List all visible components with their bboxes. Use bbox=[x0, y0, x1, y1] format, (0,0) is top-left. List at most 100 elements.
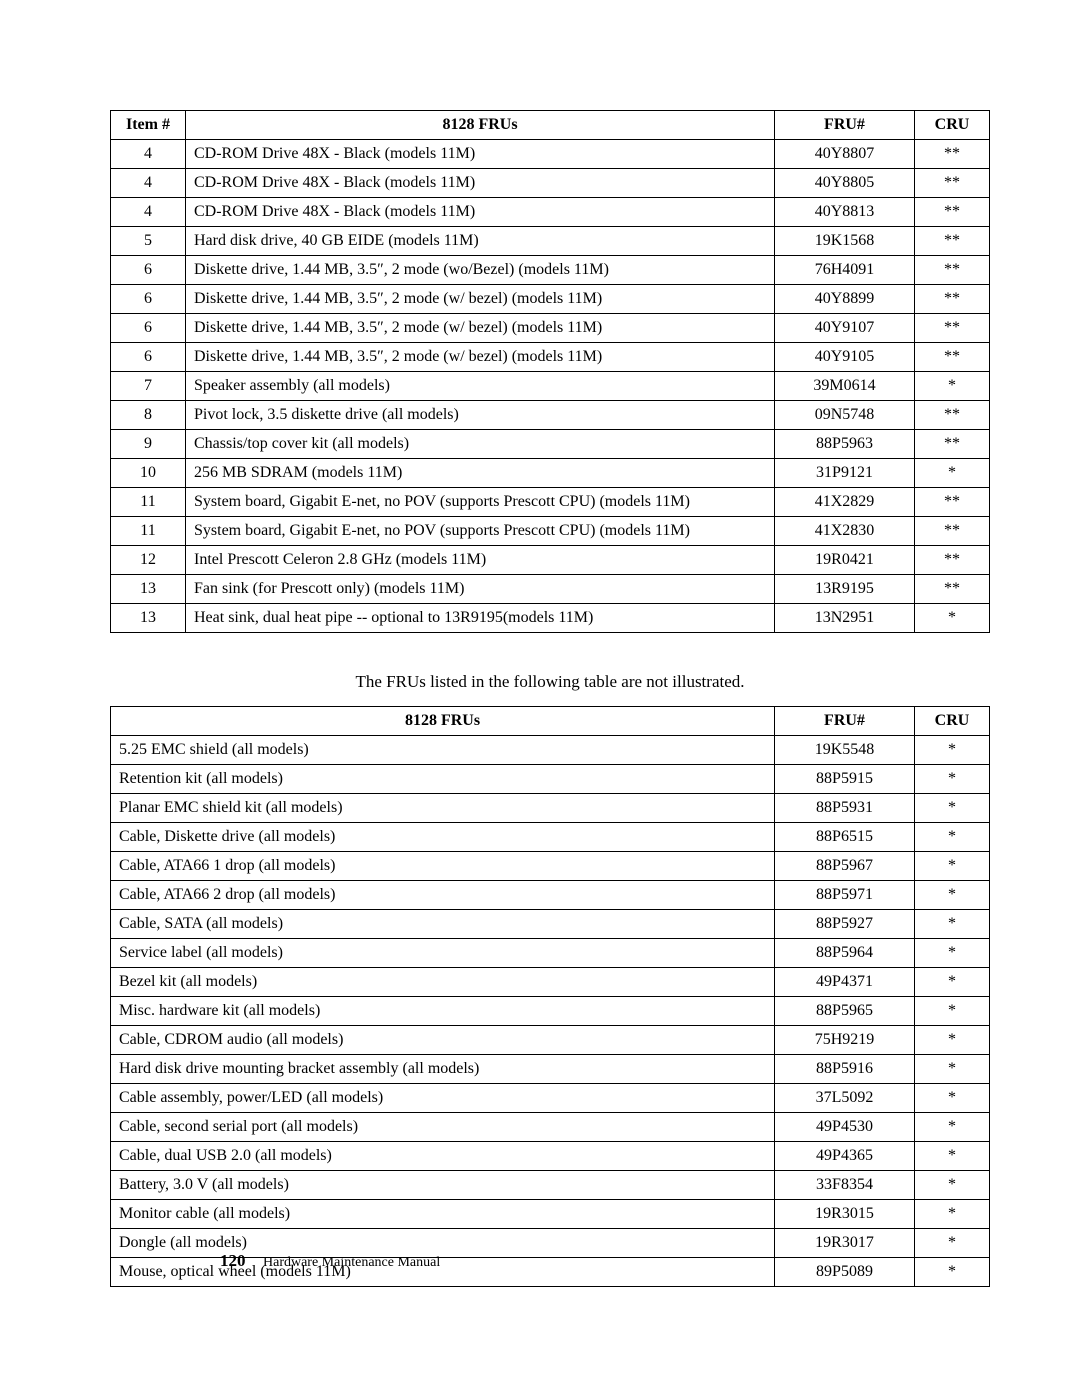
table-cell: Heat sink, dual heat pipe -- optional to… bbox=[186, 604, 775, 633]
table-row: 10256 MB SDRAM (models 11M)31P9121* bbox=[111, 459, 990, 488]
table-cell: 88P5971 bbox=[775, 881, 915, 910]
table-row: 4CD-ROM Drive 48X - Black (models 11M)40… bbox=[111, 140, 990, 169]
table1-col-fru: FRU# bbox=[775, 111, 915, 140]
table-cell: * bbox=[915, 1171, 990, 1200]
table-cell: ** bbox=[915, 314, 990, 343]
fru-table-1: Item # 8128 FRUs FRU# CRU 4CD-ROM Drive … bbox=[110, 110, 990, 633]
table-cell: 88P5931 bbox=[775, 794, 915, 823]
table-row: 6Diskette drive, 1.44 MB, 3.5″, 2 mode (… bbox=[111, 256, 990, 285]
table1-col-desc: 8128 FRUs bbox=[186, 111, 775, 140]
table1-body: 4CD-ROM Drive 48X - Black (models 11M)40… bbox=[111, 140, 990, 633]
table-row: Cable, CDROM audio (all models)75H9219* bbox=[111, 1026, 990, 1055]
table-cell: Mouse, optical wheel (models 11M) bbox=[111, 1258, 775, 1287]
page-body: { "table1": { "columns": ["Item #", "812… bbox=[110, 110, 990, 1337]
table-cell: Misc. hardware kit (all models) bbox=[111, 997, 775, 1026]
table-row: 8Pivot lock, 3.5 diskette drive (all mod… bbox=[111, 401, 990, 430]
table-cell: 4 bbox=[111, 169, 186, 198]
table-cell: 88P5916 bbox=[775, 1055, 915, 1084]
table-cell: 4 bbox=[111, 198, 186, 227]
table-cell: 13 bbox=[111, 575, 186, 604]
table-row: Hard disk drive mounting bracket assembl… bbox=[111, 1055, 990, 1084]
table-cell: Diskette drive, 1.44 MB, 3.5″, 2 mode (w… bbox=[186, 343, 775, 372]
table-cell: 88P5967 bbox=[775, 852, 915, 881]
table-cell: 13N2951 bbox=[775, 604, 915, 633]
table-cell: 88P5964 bbox=[775, 939, 915, 968]
table-row: Cable, ATA66 1 drop (all models)88P5967* bbox=[111, 852, 990, 881]
table-cell: ** bbox=[915, 343, 990, 372]
table-cell: 41X2829 bbox=[775, 488, 915, 517]
table-cell: Hard disk drive, 40 GB EIDE (models 11M) bbox=[186, 227, 775, 256]
table-cell: 6 bbox=[111, 314, 186, 343]
table-cell: Diskette drive, 1.44 MB, 3.5″, 2 mode (w… bbox=[186, 256, 775, 285]
table-row: 11System board, Gigabit E-net, no POV (s… bbox=[111, 488, 990, 517]
table-cell: ** bbox=[915, 256, 990, 285]
table-row: 12Intel Prescott Celeron 2.8 GHz (models… bbox=[111, 546, 990, 575]
table-cell: Monitor cable (all models) bbox=[111, 1200, 775, 1229]
table-cell: ** bbox=[915, 401, 990, 430]
table2-col-fru: FRU# bbox=[775, 707, 915, 736]
table-cell: * bbox=[915, 1113, 990, 1142]
table1-col-item: Item # bbox=[111, 111, 186, 140]
table1-head: Item # 8128 FRUs FRU# CRU bbox=[111, 111, 990, 140]
table-cell: 40Y9107 bbox=[775, 314, 915, 343]
table-cell: Diskette drive, 1.44 MB, 3.5″, 2 mode (w… bbox=[186, 285, 775, 314]
table-row: Cable, ATA66 2 drop (all models)88P5971* bbox=[111, 881, 990, 910]
table-cell: * bbox=[915, 765, 990, 794]
table-cell: Hard disk drive mounting bracket assembl… bbox=[111, 1055, 775, 1084]
table-cell: Bezel kit (all models) bbox=[111, 968, 775, 997]
manual-title: Hardware Maintenance Manual bbox=[263, 1255, 440, 1270]
table-row: 6Diskette drive, 1.44 MB, 3.5″, 2 mode (… bbox=[111, 314, 990, 343]
table-cell: 19K5548 bbox=[775, 736, 915, 765]
table-cell: System board, Gigabit E-net, no POV (sup… bbox=[186, 517, 775, 546]
table-cell: 256 MB SDRAM (models 11M) bbox=[186, 459, 775, 488]
table-cell: 40Y8899 bbox=[775, 285, 915, 314]
table-cell: System board, Gigabit E-net, no POV (sup… bbox=[186, 488, 775, 517]
table-cell: ** bbox=[915, 198, 990, 227]
table-cell: * bbox=[915, 1084, 990, 1113]
table-row: Service label (all models)88P5964* bbox=[111, 939, 990, 968]
table-row: 6Diskette drive, 1.44 MB, 3.5″, 2 mode (… bbox=[111, 285, 990, 314]
table-row: Planar EMC shield kit (all models)88P593… bbox=[111, 794, 990, 823]
table-row: Retention kit (all models)88P5915* bbox=[111, 765, 990, 794]
table-row: 4CD-ROM Drive 48X - Black (models 11M)40… bbox=[111, 198, 990, 227]
table-cell: 6 bbox=[111, 256, 186, 285]
table-cell: 11 bbox=[111, 488, 186, 517]
table-cell: Cable, ATA66 1 drop (all models) bbox=[111, 852, 775, 881]
table-cell: ** bbox=[915, 575, 990, 604]
table-cell: 88P6515 bbox=[775, 823, 915, 852]
table-cell: 5.25 EMC shield (all models) bbox=[111, 736, 775, 765]
table-cell: * bbox=[915, 459, 990, 488]
table-cell: Cable, ATA66 2 drop (all models) bbox=[111, 881, 775, 910]
table-cell: 10 bbox=[111, 459, 186, 488]
table2-caption: The FRUs listed in the following table a… bbox=[110, 671, 990, 692]
table-cell: * bbox=[915, 1200, 990, 1229]
table-cell: Service label (all models) bbox=[111, 939, 775, 968]
table-cell: * bbox=[915, 910, 990, 939]
table-cell: 40Y9105 bbox=[775, 343, 915, 372]
table-row: Cable, dual USB 2.0 (all models)49P4365* bbox=[111, 1142, 990, 1171]
table-cell: Chassis/top cover kit (all models) bbox=[186, 430, 775, 459]
table-cell: 40Y8813 bbox=[775, 198, 915, 227]
table-cell: * bbox=[915, 372, 990, 401]
table-cell: ** bbox=[915, 227, 990, 256]
table-cell: 4 bbox=[111, 140, 186, 169]
table-cell: 6 bbox=[111, 285, 186, 314]
table-cell: Fan sink (for Prescott only) (models 11M… bbox=[186, 575, 775, 604]
table-cell: 49P4371 bbox=[775, 968, 915, 997]
table-cell: CD-ROM Drive 48X - Black (models 11M) bbox=[186, 169, 775, 198]
table1-col-cru: CRU bbox=[915, 111, 990, 140]
table-cell: Cable, dual USB 2.0 (all models) bbox=[111, 1142, 775, 1171]
table-cell: 13 bbox=[111, 604, 186, 633]
table-cell: * bbox=[915, 1229, 990, 1258]
table-cell: CD-ROM Drive 48X - Black (models 11M) bbox=[186, 140, 775, 169]
table-cell: 88P5963 bbox=[775, 430, 915, 459]
table-cell: 7 bbox=[111, 372, 186, 401]
table-cell: 40Y8807 bbox=[775, 140, 915, 169]
table-cell: 88P5965 bbox=[775, 997, 915, 1026]
table-cell: 37L5092 bbox=[775, 1084, 915, 1113]
table-cell: * bbox=[915, 852, 990, 881]
table-cell: ** bbox=[915, 169, 990, 198]
table-cell: 33F8354 bbox=[775, 1171, 915, 1200]
table-cell: * bbox=[915, 736, 990, 765]
table-cell: 12 bbox=[111, 546, 186, 575]
